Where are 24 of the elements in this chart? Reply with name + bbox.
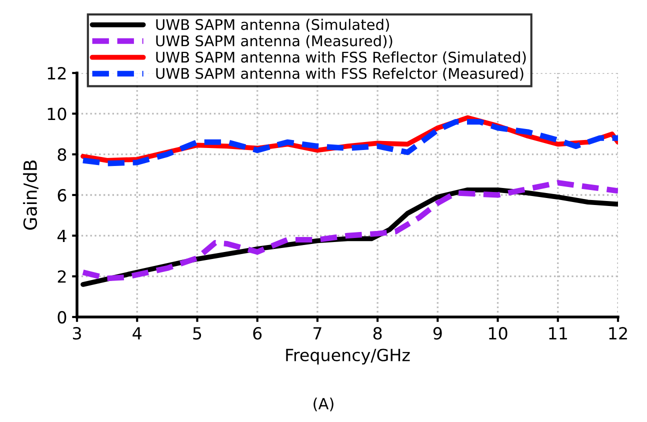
y-tick-label: 8 <box>58 148 66 161</box>
y-tick-label: 6 <box>58 188 66 202</box>
x-tick-label: 10 <box>489 327 508 340</box>
y-tick-label: 12 <box>48 66 66 80</box>
y-axis-title: Gain/dB <box>23 160 38 230</box>
y-tick-label: 10 <box>48 108 66 120</box>
legend-label: UWB SAPM antenna (Simulated) <box>156 18 389 32</box>
legend-label: UWB SAPM antenna with FSS Reflector (Simulated) <box>156 51 526 64</box>
y-tick-label: 0 <box>58 310 66 324</box>
x-axis-title: Frequency/GHz <box>286 348 410 365</box>
y-tick-label: 2 <box>58 270 66 283</box>
x-tick-label: 5 <box>193 327 202 340</box>
x-tick-label: 12 <box>609 327 627 340</box>
x-tick-label: 8 <box>373 327 382 340</box>
legend-label: UWB SAPM antenna with FSS Refelctor (Measured) <box>156 68 524 81</box>
x-tick-label: 6 <box>253 327 262 340</box>
x-tick-label: 9 <box>433 327 442 340</box>
legend-label: UWB SAPM antenna (Measured)) <box>156 35 392 48</box>
x-tick-label: 4 <box>132 327 142 340</box>
x-tick-label: 7 <box>314 327 322 340</box>
x-tick-label: 3 <box>72 327 81 340</box>
x-tick-label: 11 <box>549 327 567 340</box>
y-tick-label: 4 <box>57 230 66 242</box>
text: (A) <box>314 398 334 412</box>
